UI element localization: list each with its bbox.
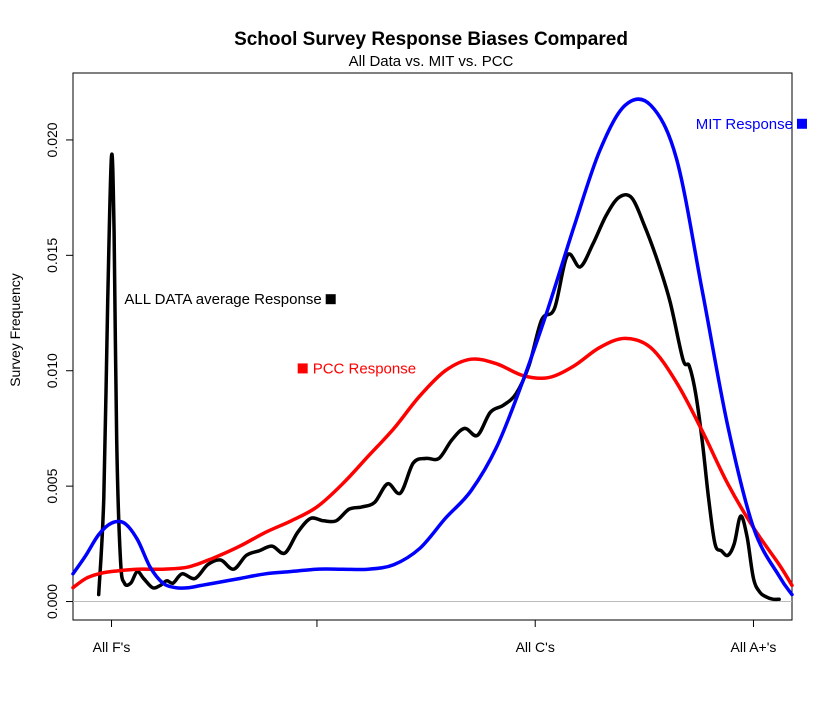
- x-tick-label: All A+'s: [731, 639, 777, 655]
- series-line-all-data-average-response: [96, 152, 781, 602]
- x-tick-label: All C's: [516, 639, 555, 655]
- annotation-marker: [325, 294, 336, 305]
- y-tick-label: 0.015: [44, 238, 60, 273]
- y-tick-label: 0.005: [44, 468, 60, 503]
- y-tick-label: 0.000: [44, 584, 60, 619]
- y-tick-label: 0.010: [44, 353, 60, 388]
- annotation-marker: [297, 363, 308, 374]
- y-tick-label: 0.020: [44, 122, 60, 157]
- chart-subtitle: All Data vs. MIT vs. PCC: [349, 53, 514, 70]
- annotation-mit-response: MIT Response: [696, 116, 793, 133]
- annotation-marker: [796, 118, 807, 129]
- annotation-pcc-response: PCC Response: [313, 360, 416, 377]
- series-line-mit-response: [71, 97, 794, 597]
- series-line-pcc-response: [71, 336, 794, 590]
- chart-title: School Survey Response Biases Compared: [234, 29, 628, 50]
- plot-frame: [72, 72, 793, 621]
- x-tick-label: All F's: [93, 639, 131, 655]
- annotation-all-data-average-response: ALL DATA average Response: [124, 291, 321, 308]
- y-axis-label: Survey Frequency: [7, 273, 23, 387]
